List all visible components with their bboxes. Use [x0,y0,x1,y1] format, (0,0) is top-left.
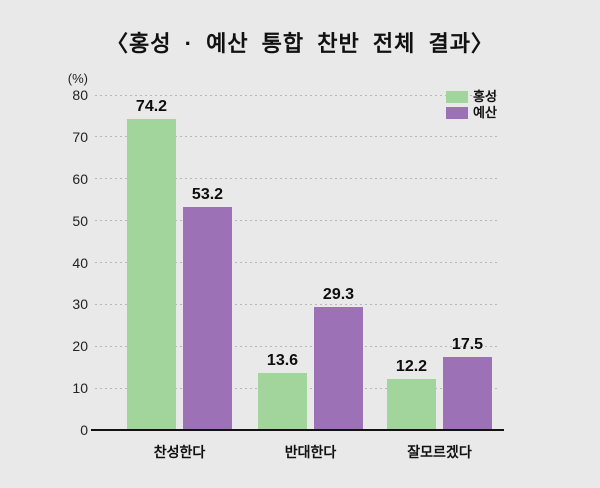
x-category-label-1: 반대한다 [284,444,337,460]
bar-series1-cat2 [443,356,492,430]
chart-title: 〈홍성 · 예산 통합 찬반 전체 결과〉 [106,31,494,56]
y-tick-label-30: 30 [72,296,88,313]
bar-value-label: 53.2 [191,186,224,204]
y-tick-label-0: 0 [80,422,88,438]
y-tick-label-50: 50 [72,212,88,229]
legend: 홍성 예산 [446,90,497,122]
x-axis-line [91,429,504,431]
gridline-60 [95,178,500,180]
bar-series1-cat1 [314,307,363,430]
legend-swatch-yesan [446,107,468,119]
legend-swatch-hongseong [446,91,468,103]
gridline-80 [95,94,500,96]
y-tick-label-40: 40 [72,254,88,271]
x-category-label-2: 잘모르겠다 [407,444,472,460]
legend-label-yesan: 예산 [473,105,497,120]
y-tick-label-20: 20 [72,338,88,355]
plot-area: 0 10 20 30 40 50 60 70 80 74.2 53.2 찬성한다 13.6 29.3 반대한… [72,87,504,460]
bar-value-label: 12.2 [395,357,428,375]
y-tick-label-80: 80 [72,87,88,103]
gridline-30 [95,303,500,305]
bar-value-label: 74.2 [135,98,168,116]
bar-value-label: 13.6 [266,352,299,370]
y-axis-unit-label: (%) [67,71,88,86]
bar-series1-cat0 [183,207,232,430]
bar-series0-cat2 [387,378,436,430]
bar-value-label: 29.3 [322,286,355,304]
legend-item-yesan: 예산 [446,106,497,120]
legend-label-hongseong: 홍성 [473,89,497,104]
gridline-50 [95,220,500,222]
bar-value-label: 17.5 [451,335,484,353]
x-category-label-0: 찬성한다 [153,444,206,460]
gridline-20 [95,345,500,347]
gridline-70 [95,136,500,138]
legend-item-hongseong: 홍성 [446,90,497,104]
y-tick-label-10: 10 [72,380,88,397]
bar-series0-cat0 [127,119,176,430]
bar-series0-cat1 [258,373,307,430]
gridline-40 [95,262,500,263]
y-tick-label-60: 60 [72,170,88,187]
y-tick-label-70: 70 [72,128,88,145]
